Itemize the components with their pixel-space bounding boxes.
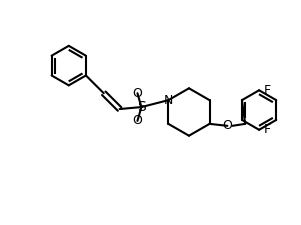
Text: O: O <box>222 119 232 132</box>
Text: N: N <box>164 94 173 107</box>
Text: F: F <box>263 84 271 97</box>
Text: S: S <box>137 100 146 114</box>
Text: O: O <box>132 114 142 127</box>
Text: F: F <box>263 123 271 136</box>
Text: O: O <box>132 87 142 100</box>
